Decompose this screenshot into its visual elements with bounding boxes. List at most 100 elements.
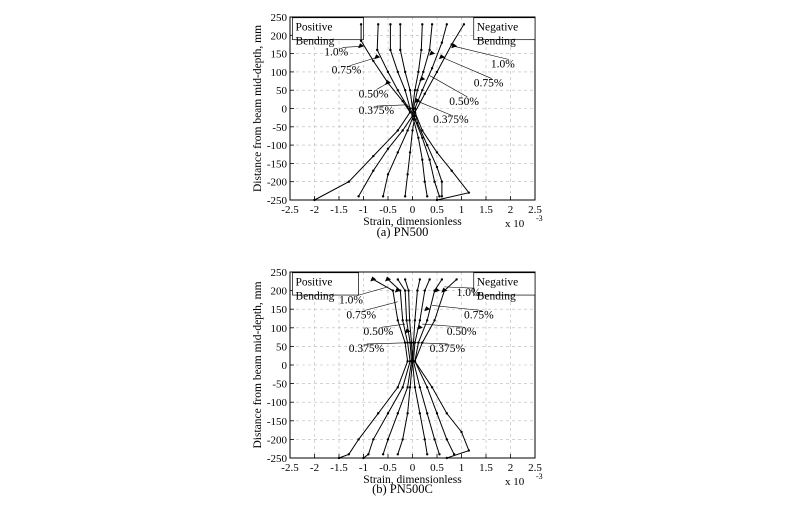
series-point: [389, 48, 392, 52]
bending-label-box: [292, 17, 364, 41]
series-point: [359, 39, 363, 42]
x-tick-label: 1.5: [479, 462, 493, 474]
series-point: [377, 23, 380, 26]
series-point: [423, 180, 426, 183]
series-point: [467, 449, 471, 452]
x-tick-label: 2: [508, 204, 514, 216]
series-point: [386, 70, 390, 74]
series-line: [382, 279, 413, 455]
x-tick-label: -2.5: [281, 204, 299, 216]
series-point: [408, 107, 412, 110]
series-point: [416, 289, 419, 292]
arrow-marker: [441, 287, 448, 293]
figure-caption: (b) PN500C: [372, 482, 433, 496]
annotation-leader-line: [417, 100, 452, 116]
arrow-marker: [424, 306, 431, 312]
series-point: [460, 430, 463, 434]
bending-label-text: Positive: [295, 22, 332, 34]
series-point: [401, 438, 404, 441]
series-point: [403, 278, 407, 281]
y-tick-label: -100: [267, 397, 288, 409]
series-point: [357, 195, 360, 198]
series-point: [359, 23, 363, 26]
bending-label-box: [292, 272, 359, 296]
series-point: [430, 386, 434, 389]
series-point: [396, 453, 399, 456]
series-point: [367, 453, 370, 456]
y-tick-label: -250: [267, 195, 288, 207]
series-line: [363, 279, 411, 459]
series-point: [426, 319, 429, 322]
series-point: [417, 136, 420, 139]
series-point: [433, 319, 436, 322]
annotation-leader-line: [441, 56, 492, 79]
annotation-leader-line: [366, 342, 411, 345]
series-point: [362, 456, 365, 460]
series-point: [396, 412, 399, 415]
series-point: [406, 105, 409, 108]
series-point: [430, 23, 434, 26]
y-tick-label: -150: [267, 158, 288, 170]
series-point: [413, 118, 417, 121]
annotation-leader-line: [381, 323, 406, 328]
arrow-marker: [394, 287, 401, 293]
bending-label-text: Positive: [295, 277, 332, 289]
x-tick-label: 2.5: [528, 462, 542, 474]
series-point: [406, 173, 409, 176]
chart-panel-a: -2.5 -2 -1.5 -1 -0.5 0 0.5 1 1.5 2 2.5 -250 -200 -150…: [252, 12, 543, 239]
series-point: [405, 319, 408, 322]
annotation-leader-line: [364, 301, 398, 311]
series-point: [381, 195, 385, 198]
series-line: [414, 24, 470, 201]
series-point: [413, 360, 417, 363]
series-point: [445, 23, 448, 26]
drift-annotation-label: 0.375%: [359, 105, 395, 117]
drift-annotation-label: 0.375%: [430, 343, 466, 355]
drift-annotation-label: 1.0%: [324, 46, 348, 58]
annotation-leader-line: [356, 286, 389, 296]
series-point: [413, 110, 417, 114]
drift-annotation-label: 0.75%: [464, 310, 494, 322]
y-tick-label: 0: [282, 104, 288, 116]
series-point: [386, 173, 390, 176]
series-point: [426, 195, 429, 198]
drift-annotation-label: 1.0%: [339, 295, 363, 307]
drift-annotation-label: 0.50%: [359, 89, 389, 101]
series-point: [372, 59, 375, 63]
series-point: [433, 180, 436, 183]
series-point: [401, 319, 404, 322]
series-line: [382, 24, 415, 197]
x-axis-exponent: -3: [536, 472, 543, 481]
series-point: [381, 453, 385, 456]
bending-label-text: Negative: [477, 22, 519, 34]
annotation-leader-line: [454, 45, 509, 60]
series-point: [403, 70, 407, 74]
series-point: [396, 386, 399, 389]
x-tick-label: -2: [310, 462, 319, 474]
series-point: [403, 195, 407, 198]
series-point: [413, 319, 417, 322]
series-point: [426, 386, 429, 389]
series-point: [408, 386, 412, 389]
series-point: [428, 48, 431, 52]
series-point: [372, 154, 375, 158]
series-point: [401, 386, 404, 389]
bending-label-text: Bending: [477, 36, 516, 48]
y-tick-label: -150: [267, 416, 288, 428]
series-point: [406, 386, 409, 389]
series-point: [462, 23, 466, 26]
drift-annotation-label: 1.0%: [491, 59, 515, 71]
y-tick-label: -250: [267, 453, 288, 465]
arrow-marker: [438, 54, 445, 60]
series-point: [391, 289, 395, 292]
series-point: [416, 121, 419, 125]
series-point: [418, 278, 422, 281]
y-tick-label: 200: [271, 30, 288, 42]
series-line: [338, 278, 409, 459]
series-point: [399, 48, 402, 52]
drift-annotation-label: 0.375%: [433, 114, 469, 126]
y-tick-label: 250: [271, 12, 288, 24]
series-point: [377, 412, 380, 415]
series-point: [413, 107, 417, 110]
